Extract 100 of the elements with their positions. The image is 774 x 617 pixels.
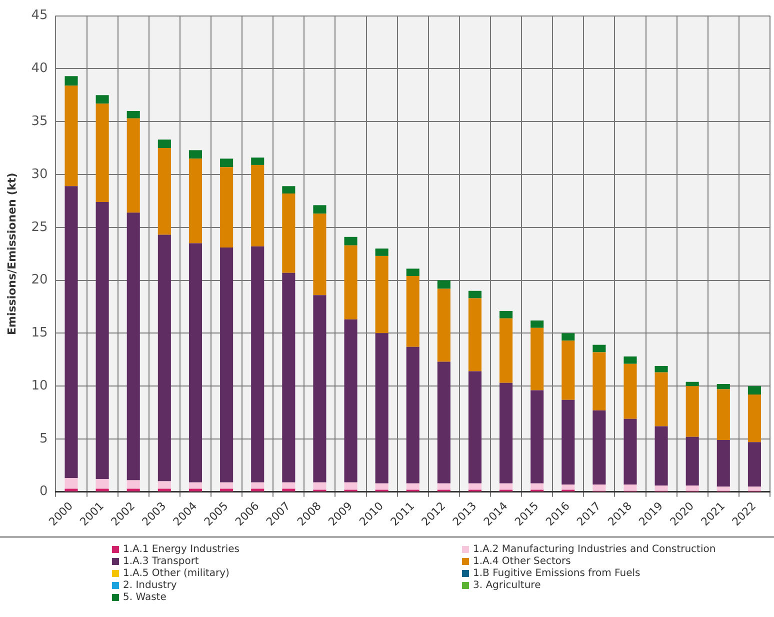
bar <box>562 340 575 400</box>
bar <box>96 104 109 202</box>
bar <box>96 479 109 489</box>
bar <box>624 356 637 364</box>
bar <box>220 167 234 248</box>
bar <box>282 194 296 273</box>
bar <box>530 483 544 490</box>
bar <box>126 118 140 213</box>
bar <box>282 488 296 492</box>
bar <box>344 482 358 490</box>
bar <box>468 298 482 372</box>
bar <box>686 386 699 437</box>
y-tick-label: 35 <box>31 114 48 129</box>
bar <box>375 483 388 490</box>
bar <box>96 95 109 104</box>
bar <box>126 212 140 480</box>
legend-label: 5. Waste <box>123 592 166 603</box>
bar <box>251 246 264 482</box>
bar <box>313 205 326 214</box>
bar <box>592 344 606 352</box>
bar <box>313 482 326 490</box>
bar <box>188 488 202 492</box>
y-tick-label: 0 <box>39 484 48 500</box>
bar <box>220 482 234 489</box>
bar <box>406 276 420 347</box>
bar <box>126 111 140 118</box>
bar <box>716 486 730 491</box>
bar <box>64 186 78 478</box>
bar <box>406 268 420 276</box>
bar <box>654 486 668 491</box>
bar <box>500 318 513 383</box>
legend-label: 2. Industry <box>123 580 177 591</box>
bar <box>748 386 761 395</box>
bar <box>158 481 171 489</box>
y-tick-label: 5 <box>39 431 48 446</box>
bar <box>654 372 668 426</box>
bar <box>624 484 637 491</box>
bar <box>468 371 482 484</box>
bar <box>654 426 668 486</box>
y-tick-label: 30 <box>31 166 48 182</box>
bar <box>468 483 482 490</box>
bar <box>282 272 296 482</box>
bar <box>437 280 450 289</box>
bar <box>126 480 140 489</box>
bar <box>686 436 699 486</box>
bar <box>96 202 109 480</box>
bar <box>251 482 264 489</box>
bar <box>624 418 637 484</box>
bar <box>530 390 544 484</box>
bar <box>64 86 78 186</box>
bar <box>158 234 171 482</box>
bar <box>344 319 358 482</box>
y-tick-label: 45 <box>31 8 48 24</box>
bar <box>188 243 202 482</box>
bar <box>592 410 606 484</box>
bar <box>592 484 606 491</box>
bar <box>375 333 388 484</box>
bar <box>468 290 482 298</box>
bar <box>406 483 420 490</box>
bar <box>716 389 730 440</box>
bar <box>313 214 326 296</box>
bar <box>530 320 544 328</box>
bar <box>686 486 699 491</box>
bar <box>500 310 513 318</box>
bar <box>375 248 388 256</box>
bar <box>406 346 420 484</box>
bar <box>562 333 575 341</box>
y-tick-label: 20 <box>31 272 48 288</box>
bar <box>375 256 388 334</box>
bar <box>344 245 358 320</box>
legend-label: 1.A.4 Other Sectors <box>473 556 571 567</box>
legend-label: 1.A.5 Other (military) <box>123 568 230 579</box>
bar <box>344 236 358 246</box>
bar <box>592 352 606 410</box>
bar <box>251 164 264 246</box>
bar <box>716 440 730 487</box>
bar <box>188 158 202 244</box>
bar <box>220 247 234 482</box>
bar <box>562 400 575 484</box>
bar <box>188 482 202 489</box>
bar <box>624 364 637 419</box>
bar <box>220 488 234 492</box>
bar <box>220 158 234 168</box>
bar <box>686 382 699 386</box>
legend-label: 1.A.1 Energy Industries <box>123 544 240 555</box>
bar <box>748 442 761 487</box>
y-tick-label: 25 <box>31 220 48 235</box>
bar <box>282 482 296 489</box>
bar <box>96 488 109 492</box>
bar <box>500 483 513 490</box>
bar <box>562 484 575 490</box>
bar <box>654 366 668 372</box>
y-axis-title: Emissions/Emissionen (kt) <box>5 172 18 335</box>
y-tick-label: 40 <box>31 61 48 76</box>
y-tick-label: 15 <box>31 326 48 341</box>
bar <box>64 76 78 86</box>
bar <box>500 382 513 484</box>
bar <box>748 486 761 491</box>
bar <box>748 394 761 442</box>
bar <box>158 148 171 235</box>
